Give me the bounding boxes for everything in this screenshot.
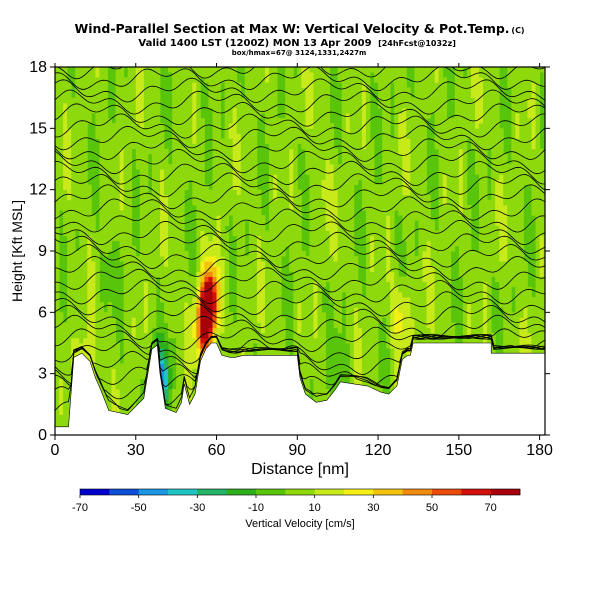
theta-contour [55,279,545,305]
colorbar-tick-label: -70 [72,502,88,514]
theta-contour [55,77,545,103]
x-tick-label: 90 [288,442,306,459]
colorbar-swatch [402,489,433,495]
theta-contour [55,267,545,293]
colorbar-swatch [138,489,169,495]
y-tick-label: 3 [38,366,47,383]
theta-contour [55,231,545,257]
colorbar-tick-label: 50 [426,502,438,514]
theta-contour [55,243,545,270]
terrain-mask [55,342,545,435]
colorbar-swatch [314,489,345,495]
theta-contour [55,291,545,317]
plot-area [54,66,546,436]
colorbar-swatch [109,489,139,495]
colorbar-swatch [432,489,462,495]
theta-contour [55,334,545,386]
theta-contour [55,314,545,340]
theta-contour [55,148,545,175]
y-tick-label: 6 [38,304,47,321]
x-tick-label: 30 [127,442,145,459]
theta-contour [55,184,545,210]
colorbar-swatch [461,489,491,495]
axes: 0 30 60 90 120 150 180 0 3 6 9 12 15 18 [29,59,553,459]
potential-temperature-contours [55,67,545,412]
colorbar-swatch [226,489,257,495]
theta-contour [55,255,545,281]
copyright-mark: (C) [511,26,524,35]
y-tick-label: 18 [29,59,47,76]
y-tick-label: 9 [38,243,47,260]
theta-contour [55,303,545,329]
colorbar-tick-label: 10 [309,502,321,514]
theta-contour [55,101,545,127]
x-tick-label: 120 [365,442,392,459]
chart-subtitle-tag: [24hFcst@1032z] [378,39,456,48]
x-tick-label: 180 [526,442,553,459]
theta-contour [55,160,545,187]
colorbar-tick-label: 30 [367,502,379,514]
colorbar-swatch [285,489,315,495]
theta-contour [55,208,545,234]
colorbar-swatch [490,489,521,495]
y-axis-label: Height [Kft MSL] [9,200,25,302]
theta-contour [55,125,545,151]
theta-contour [55,219,545,246]
colorbar-swatch [256,489,286,495]
colorbar-swatch [168,489,198,495]
colorbar-tick-label: 70 [485,502,497,514]
colorbar-label: Vertical Velocity [cm/s] [245,518,354,530]
colorbar: -70 -50 -30 -10 10 30 50 70 [72,488,521,514]
theta-contour [55,67,545,92]
theta-contour [56,67,545,80]
colorbar-swatch [373,489,403,495]
colorbar-swatch [80,489,110,495]
colorbar-tick-label: -30 [189,502,205,514]
x-axis-label: Distance [nm] [251,461,349,478]
chart-title: Wind-Parallel Section at Max W: Vertical… [74,21,509,36]
chart-subtitle: Valid 1400 LST (1200Z) MON 13 Apr 2009 [138,38,371,49]
colorbar-swatch [197,489,227,495]
x-tick-label: 60 [208,442,226,459]
x-tick-label: 150 [445,442,472,459]
y-tick-label: 12 [29,182,47,199]
theta-contour [55,333,545,376]
theta-contour [55,172,545,198]
theta-contour [55,113,545,139]
theta-contour [55,89,545,115]
colorbar-tick-label: -10 [248,502,264,514]
colorbar-frame [79,488,521,496]
x-tick-label: 0 [51,442,60,459]
y-tick-label: 0 [38,427,47,444]
y-tick-label: 15 [29,120,47,137]
chart-info-line: box/hmax=67@ 3124,1331,2427m [232,49,367,57]
colorbar-swatch [344,489,374,495]
theta-contour [55,136,545,163]
theta-contour [55,196,545,222]
theta-contour [55,326,545,352]
colorbar-tick-label: -50 [131,502,147,514]
